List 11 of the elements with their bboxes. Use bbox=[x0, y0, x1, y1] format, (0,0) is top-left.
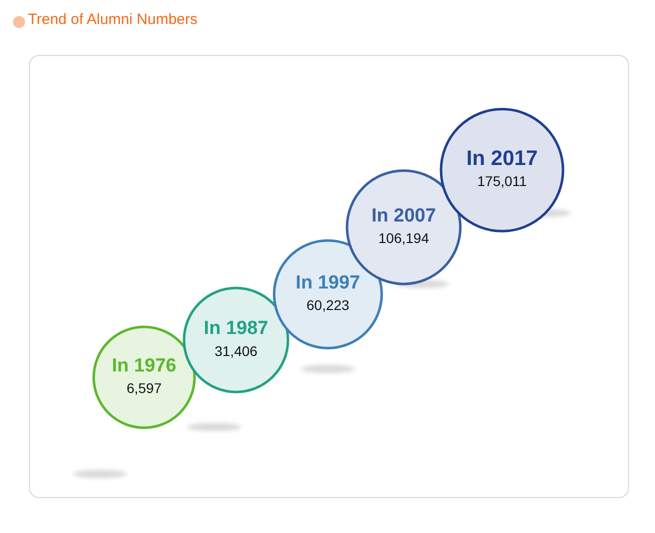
data-label: 6,597 bbox=[126, 380, 162, 396]
data-label: 31,406 bbox=[214, 342, 258, 359]
text: Trend of Alumni Numbers bbox=[28, 11, 198, 28]
data-label: 106,194 bbox=[378, 230, 430, 246]
category-label: In 1987 bbox=[204, 318, 268, 340]
category-label: In 1997 bbox=[296, 272, 360, 294]
data-label: 175,011 bbox=[477, 173, 528, 189]
category-label: In 1976 bbox=[112, 356, 176, 377]
category-label: In 2017 bbox=[466, 146, 538, 170]
category-label: In 2007 bbox=[371, 206, 436, 227]
data-label: 60,223 bbox=[306, 297, 350, 314]
